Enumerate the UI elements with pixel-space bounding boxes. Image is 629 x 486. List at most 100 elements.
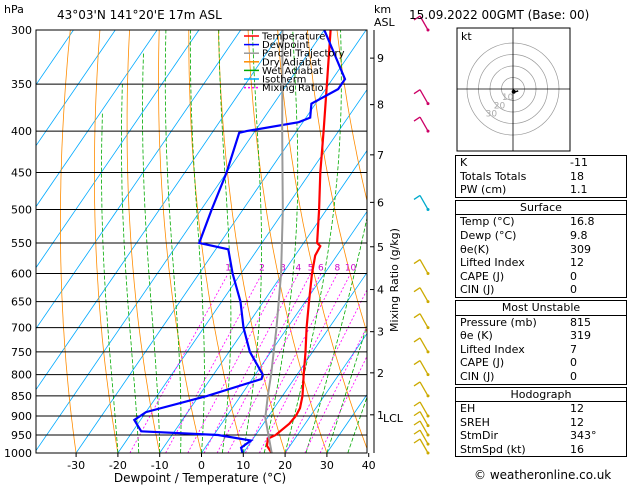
x-axis-title: Dewpoint / Temperature (°C) (114, 471, 286, 485)
km-tick-label: 7 (377, 149, 384, 162)
wind-barb-dot (426, 207, 430, 211)
hodograph-box: Hodograph EH 12 SREH 12 StmDir 343° StmSpd … (455, 386, 627, 458)
surface-cape-label: CAPE (J) (460, 269, 505, 283)
temp-tick-label: 40 (362, 459, 376, 472)
mu-thetae-value: 319 (570, 329, 591, 343)
isotherm (36, 30, 283, 391)
km-tick-label: 6 (377, 196, 384, 209)
k-index-row: K -11 (456, 156, 626, 170)
mixing-ratio-label: 5 (308, 264, 314, 274)
wet-adiabat (284, 30, 342, 453)
wind-barb-flag (413, 194, 421, 201)
pressure-tick-label: 500 (11, 203, 32, 216)
surface-cin-label: CIN (J) (460, 283, 495, 297)
km-tick-label: 3 (377, 326, 384, 339)
storm-motion-marker (511, 89, 516, 94)
wind-barb-dot (426, 129, 430, 133)
footer-credit: © weatheronline.co.uk (474, 468, 612, 482)
surface-box: Surface Temp (°C) 16.8 Dewp (°C) 9.8 θe(K)… (455, 199, 627, 298)
hodograph-box-title: Hodograph (510, 387, 572, 401)
temp-tick-label: -20 (109, 459, 127, 472)
mu-li-label: Lifted Index (460, 342, 525, 356)
hodograph-ring-label: 20 (494, 101, 506, 111)
surface-temp-value: 16.8 (570, 215, 595, 229)
mu-cin-value: 0 (570, 369, 577, 383)
pressure-tick-label: 950 (11, 429, 32, 442)
isotherm (284, 332, 367, 453)
wind-barb-flag (413, 313, 421, 319)
legend-entry: Wet Adiabat (262, 66, 323, 77)
isotherm (117, 88, 367, 453)
eh-label: EH (460, 402, 476, 416)
pressure-tick-label: 800 (11, 369, 32, 382)
mixing-ratio-label: 15 (369, 264, 380, 274)
wind-barb-staff (419, 313, 429, 329)
wind-barb-flag (413, 401, 421, 407)
k-index-value: -11 (570, 156, 588, 169)
wind-barb-dot (426, 433, 430, 437)
wind-barb-staff (419, 116, 429, 132)
wet-adiabat (326, 324, 367, 453)
surface-thetae-row: θe(K) 309 (456, 243, 626, 257)
mu-cape-value: 0 (570, 356, 577, 370)
wind-barb-staff (419, 429, 429, 445)
wind-barb-dot (426, 424, 430, 428)
totals-value: 18 (570, 169, 584, 183)
mu-thetae-row: θe (K) 319 (456, 329, 626, 343)
hpa-label: hPa (4, 3, 24, 16)
sreh-label: SREH (460, 415, 490, 429)
wet-adiabat (101, 113, 119, 453)
km-tick-label: 9 (377, 52, 384, 65)
stmdir-label: StmDir (460, 429, 499, 443)
totals-label: Totals Totals (460, 169, 527, 183)
wind-barb-flag (413, 337, 421, 343)
surface-cin-row: CIN (J) 0 (456, 283, 626, 297)
wind-barb-dot (426, 350, 430, 354)
mixing-ratio-label: 2 (259, 264, 265, 274)
surface-dewp-value: 9.8 (570, 228, 588, 242)
mu-thetae-label: θe (K) (460, 329, 493, 343)
pw-value: 1.1 (570, 183, 588, 197)
wind-barb-staff (419, 420, 429, 436)
wet-adiabat (164, 30, 182, 453)
wind-barb-flag (413, 411, 421, 417)
mixing-ratio-label: 4 (296, 264, 302, 274)
surface-cape-value: 0 (570, 269, 577, 283)
temp-tick-label: -30 (67, 459, 85, 472)
isotherm (242, 271, 367, 453)
mixing-ratio-label: 25 (402, 264, 413, 274)
indices-panel: K -11 Totals Totals 18 PW (cm) 1.1 Surface … (455, 155, 627, 458)
surface-cape-row: CAPE (J) 0 (456, 270, 626, 284)
wind-barb-flag (413, 89, 421, 95)
wind-barb-staff (419, 381, 429, 397)
mu-cape-label: CAPE (J) (460, 356, 505, 370)
wind-barb-dot (426, 102, 430, 106)
mu-cape-row: CAPE (J) 0 (456, 356, 626, 370)
temp-tick-label: 10 (236, 459, 250, 472)
isotherm (36, 30, 158, 208)
pressure-tick-label: 650 (11, 296, 32, 309)
legend-entry: Mixing Ratio (262, 83, 324, 94)
temp-tick-label: -10 (151, 459, 169, 472)
pressure-tick-label: 750 (11, 346, 32, 359)
wind-barb-staff (419, 411, 429, 426)
wind-barb-staff (419, 89, 429, 105)
series-dewpoint (132, 30, 347, 453)
lcl-label: LCL (383, 412, 404, 425)
wind-barb-dot (426, 272, 430, 276)
wind-barb-staff (419, 287, 429, 302)
pressure-tick-label: 600 (11, 268, 32, 281)
wind-barb-staff (419, 195, 429, 210)
km-tick-label: 1 (377, 409, 384, 422)
surface-thetae-label: θe(K) (460, 242, 490, 256)
surface-dewp-label: Dewp (°C) (460, 228, 517, 242)
wind-barbs (413, 15, 430, 455)
mu-pressure-row: Pressure (mb) 815 (456, 316, 626, 330)
temp-tick-label: 0 (198, 459, 205, 472)
km-tick-label: 5 (377, 241, 384, 254)
mixing-ratio-label: 3 (280, 264, 286, 274)
hodograph-ring-label: 30 (486, 109, 498, 119)
surface-li-label: Lifted Index (460, 256, 525, 270)
